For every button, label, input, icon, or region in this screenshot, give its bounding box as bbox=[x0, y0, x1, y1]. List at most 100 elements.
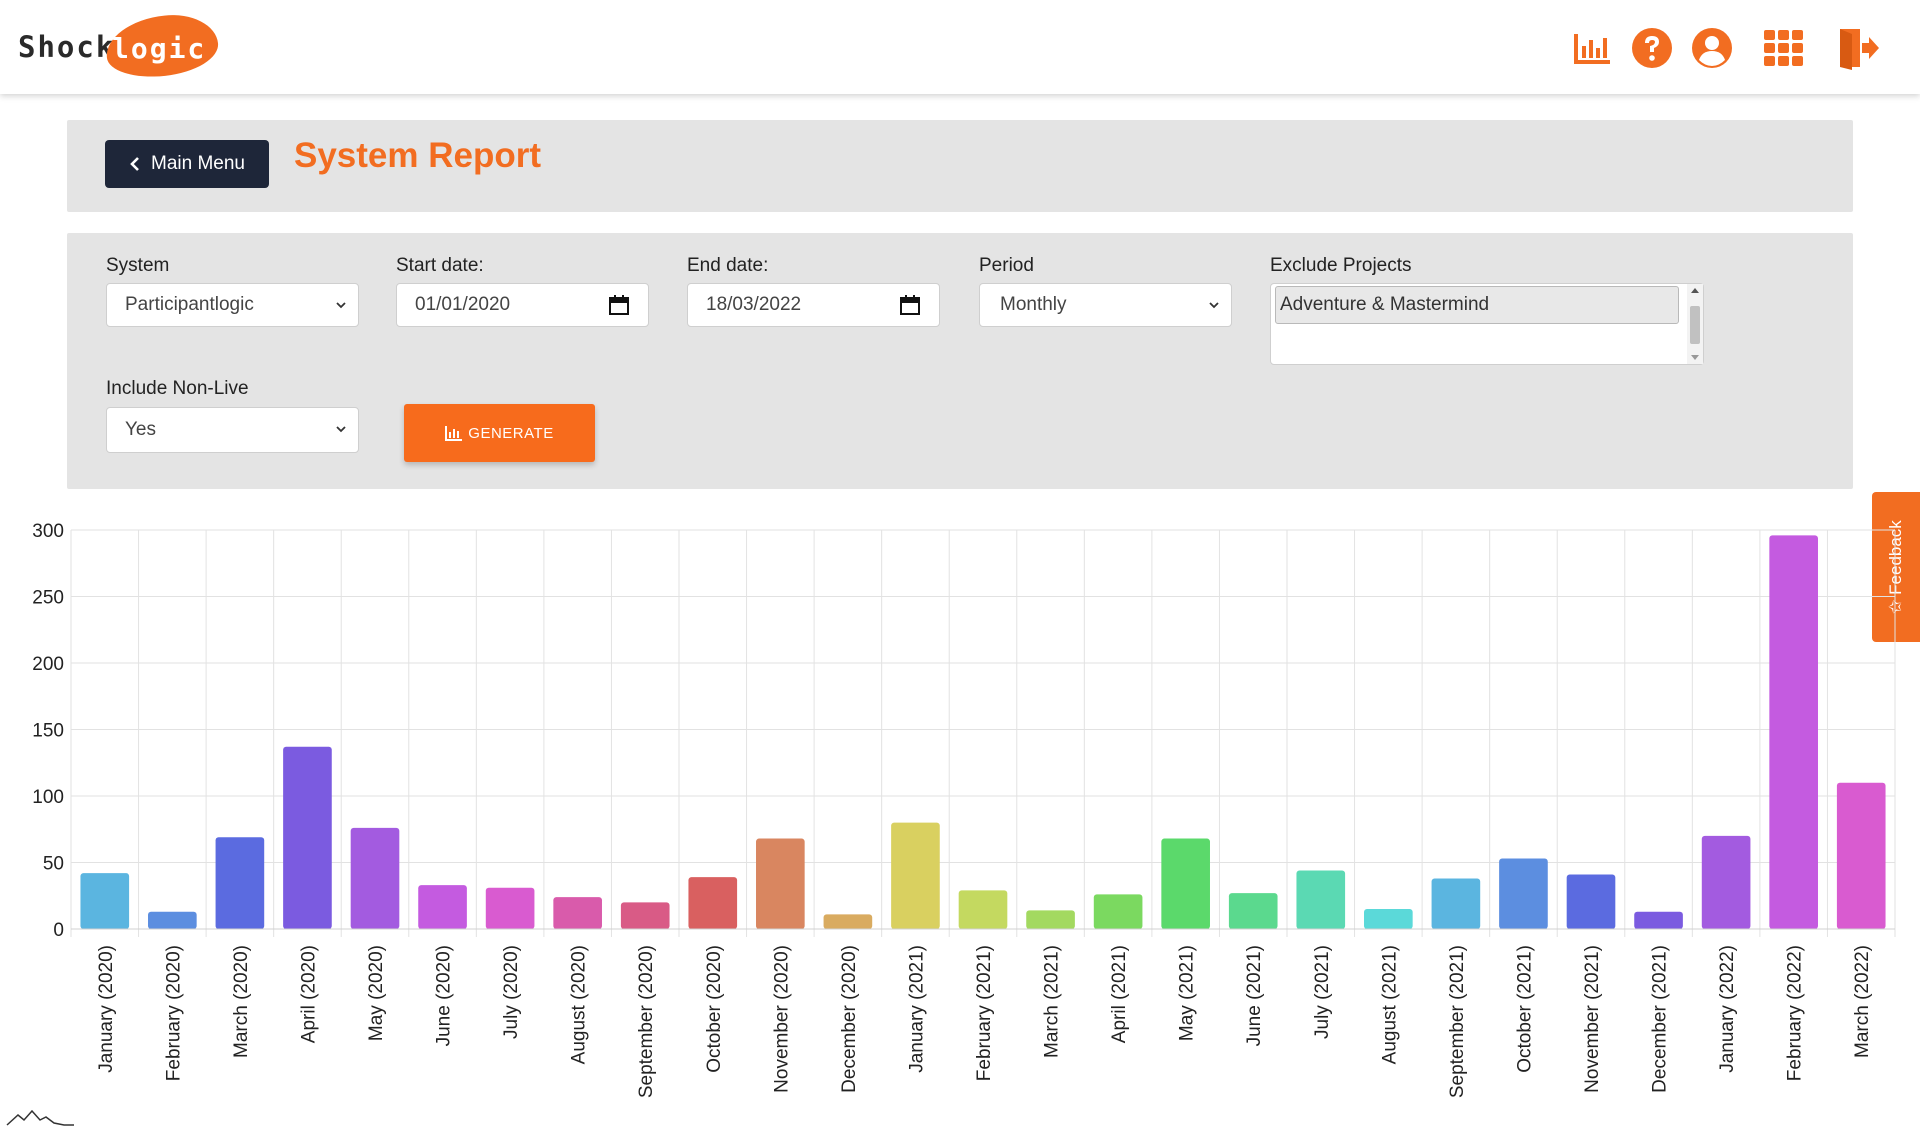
include-non-live-value: Yes bbox=[125, 419, 156, 440]
main-menu-button[interactable]: Main Menu bbox=[105, 140, 269, 188]
system-select[interactable]: Participantlogic bbox=[106, 283, 359, 327]
chart-bar[interactable] bbox=[823, 914, 873, 929]
generate-label: GENERATE bbox=[468, 424, 554, 442]
chart-bar[interactable] bbox=[1634, 911, 1683, 929]
bar-chart-icon bbox=[445, 425, 463, 441]
chart-bar[interactable] bbox=[620, 902, 670, 929]
page-title: System Report bbox=[294, 136, 542, 175]
exclude-project-option[interactable]: Adventure & Mastermind bbox=[1275, 286, 1679, 324]
chart-bar[interactable] bbox=[688, 877, 738, 929]
y-tick-label: 250 bbox=[32, 588, 64, 609]
help-icon[interactable] bbox=[1630, 26, 1674, 70]
include-non-live-select[interactable]: Yes bbox=[106, 407, 359, 453]
x-tick-label: July (2021) bbox=[1312, 945, 1333, 1039]
system-label: System bbox=[106, 255, 170, 276]
calendar-icon[interactable] bbox=[608, 294, 630, 316]
x-tick-label: October (2020) bbox=[704, 945, 725, 1073]
x-tick-label: August (2020) bbox=[569, 945, 590, 1064]
x-tick-label: May (2020) bbox=[366, 945, 387, 1041]
chart-bar[interactable] bbox=[1701, 835, 1751, 929]
bar-chart-icon[interactable] bbox=[1570, 26, 1614, 70]
period-select[interactable]: Monthly bbox=[979, 283, 1232, 327]
apps-grid-icon[interactable] bbox=[1762, 26, 1806, 70]
mountain-logo-icon bbox=[6, 1109, 74, 1126]
chart-bar[interactable] bbox=[1296, 870, 1346, 929]
logo-text-right: logic bbox=[112, 32, 207, 65]
chart-bar[interactable] bbox=[1499, 858, 1548, 929]
x-tick-label: February (2021) bbox=[974, 945, 995, 1081]
user-icon[interactable] bbox=[1690, 26, 1734, 70]
chart-bar[interactable] bbox=[1093, 894, 1143, 929]
x-tick-label: November (2020) bbox=[771, 945, 792, 1093]
logo-text-left: Shock bbox=[18, 30, 116, 64]
x-tick-label: June (2020) bbox=[434, 945, 455, 1046]
y-tick-label: 150 bbox=[32, 721, 64, 742]
x-tick-label: August (2021) bbox=[1379, 945, 1400, 1064]
chart-bar[interactable] bbox=[350, 827, 400, 929]
y-tick-label: 100 bbox=[32, 787, 64, 808]
chart-bar[interactable] bbox=[1431, 878, 1481, 929]
x-tick-label: May (2021) bbox=[1177, 945, 1198, 1041]
chart-bar[interactable] bbox=[1566, 874, 1616, 929]
chart-bar[interactable] bbox=[283, 746, 332, 929]
feedback-tab[interactable]: ✩ Feedback bbox=[1872, 492, 1920, 642]
x-tick-label: April (2020) bbox=[298, 945, 319, 1043]
x-tick-label: September (2021) bbox=[1447, 945, 1468, 1098]
exclude-projects-label: Exclude Projects bbox=[1270, 255, 1412, 276]
x-tick-label: April (2021) bbox=[1109, 945, 1130, 1043]
y-tick-label: 50 bbox=[43, 854, 64, 875]
filter-panel: System Participantlogic Start date: 01/0… bbox=[67, 233, 1853, 489]
period-label: Period bbox=[979, 255, 1034, 276]
chart-bar[interactable] bbox=[80, 873, 130, 929]
end-date-label: End date: bbox=[687, 255, 769, 276]
period-select-value: Monthly bbox=[1000, 294, 1067, 315]
x-tick-label: November (2021) bbox=[1582, 945, 1603, 1093]
chevron-down-icon bbox=[336, 302, 346, 309]
x-tick-label: February (2020) bbox=[163, 945, 184, 1081]
generate-button[interactable]: GENERATE bbox=[404, 404, 595, 462]
x-tick-label: October (2021) bbox=[1514, 945, 1535, 1073]
top-navigation-bar: Shock logic bbox=[0, 0, 1920, 94]
x-tick-label: March (2022) bbox=[1852, 945, 1873, 1058]
chart-bar[interactable] bbox=[891, 822, 940, 929]
x-tick-label: July (2020) bbox=[501, 945, 522, 1039]
scroll-up-arrow-icon[interactable] bbox=[1691, 288, 1699, 293]
end-date-value: 18/03/2022 bbox=[706, 294, 802, 315]
chart-bar[interactable] bbox=[1161, 838, 1210, 929]
start-date-label: Start date: bbox=[396, 255, 484, 276]
scroll-down-arrow-icon[interactable] bbox=[1691, 355, 1699, 360]
chart-bar[interactable] bbox=[756, 838, 805, 929]
chart-bar[interactable] bbox=[215, 837, 265, 929]
include-non-live-label: Include Non-Live bbox=[106, 378, 249, 399]
end-date-input[interactable]: 18/03/2022 bbox=[687, 283, 940, 327]
exclude-projects-multiselect[interactable]: Adventure & Mastermind bbox=[1270, 283, 1704, 365]
chart-bar[interactable] bbox=[1836, 782, 1886, 929]
chart-bar[interactable] bbox=[148, 911, 197, 929]
x-tick-label: June (2021) bbox=[1244, 945, 1265, 1046]
calendar-icon[interactable] bbox=[899, 294, 921, 316]
x-tick-label: March (2020) bbox=[231, 945, 252, 1058]
chart-bar[interactable] bbox=[1364, 909, 1413, 929]
chart-bar[interactable] bbox=[958, 890, 1008, 929]
exclude-projects-scrollbar[interactable] bbox=[1687, 284, 1703, 364]
start-date-input[interactable]: 01/01/2020 bbox=[396, 283, 649, 327]
x-tick-label: January (2021) bbox=[906, 945, 927, 1073]
chart-bar[interactable] bbox=[485, 887, 535, 929]
chart-bar[interactable] bbox=[1228, 893, 1278, 929]
chart-bar[interactable] bbox=[1026, 910, 1075, 929]
x-tick-label: December (2021) bbox=[1650, 945, 1671, 1093]
report-header-panel: Main Menu System Report bbox=[67, 120, 1853, 212]
y-tick-label: 0 bbox=[53, 920, 64, 941]
x-tick-label: December (2020) bbox=[839, 945, 860, 1093]
scroll-thumb[interactable] bbox=[1690, 306, 1700, 344]
chart-bar[interactable] bbox=[418, 885, 467, 929]
x-tick-label: March (2021) bbox=[1042, 945, 1063, 1058]
shocklogic-logo[interactable]: Shock logic bbox=[18, 10, 221, 82]
main-menu-label: Main Menu bbox=[151, 153, 245, 174]
chart-bar[interactable] bbox=[553, 897, 602, 929]
x-tick-label: January (2020) bbox=[96, 945, 117, 1073]
logout-icon[interactable] bbox=[1836, 26, 1880, 70]
chevron-down-icon bbox=[336, 426, 346, 433]
chart-bar[interactable] bbox=[1769, 535, 1818, 929]
system-report-bar-chart: 0 50 100 150 200 250 300 January (2020) February… bbox=[32, 521, 1896, 1098]
